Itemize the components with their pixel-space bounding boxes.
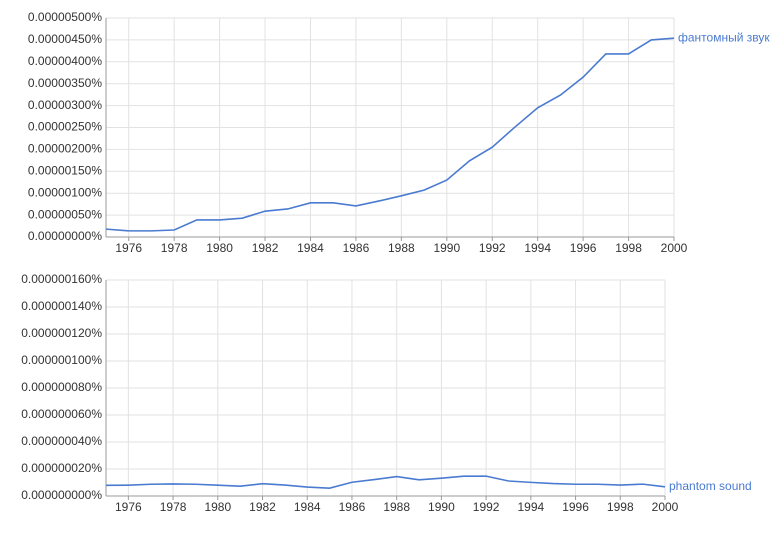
x-tick-label: 1980	[204, 500, 231, 514]
y-tick-label: 0.000000140%	[21, 299, 102, 313]
y-tick-label: 0.00000350%	[28, 76, 102, 90]
x-tick-label: 2000	[661, 241, 688, 255]
y-tick-label: 0.000000080%	[21, 380, 102, 394]
x-tick-label: 1978	[161, 241, 188, 255]
y-tick-label: 0.00000450%	[28, 32, 102, 46]
y-tick-label: 0.00000500%	[28, 10, 102, 24]
x-tick-label: 1984	[294, 500, 321, 514]
x-tick-label: 1994	[524, 241, 551, 255]
x-tick-label: 1992	[479, 241, 506, 255]
y-tick-label: 0.000000060%	[21, 407, 102, 421]
x-tick-label: 1992	[473, 500, 500, 514]
series-line	[105, 475, 666, 489]
x-tick-label: 2000	[652, 500, 679, 514]
y-tick-label: 0.00000200%	[28, 142, 102, 156]
x-tick-label: 1986	[343, 241, 370, 255]
y-tick-label: 0.00000000%	[28, 229, 102, 243]
y-tick-label: 0.000000160%	[21, 272, 102, 286]
x-tick-label: 1984	[297, 241, 324, 255]
x-tick-label: 1986	[339, 500, 366, 514]
y-tick-label: 0.00000300%	[28, 98, 102, 112]
x-tick-label: 1976	[115, 500, 142, 514]
x-tick-label: 1982	[249, 500, 276, 514]
x-tick-label: 1990	[433, 241, 460, 255]
x-tick-label: 1988	[383, 500, 410, 514]
y-tick-label: 0.000000120%	[21, 326, 102, 340]
x-tick-label: 1990	[428, 500, 455, 514]
y-tick-label: 0.00000050%	[28, 207, 102, 221]
x-tick-label: 1998	[615, 241, 642, 255]
y-tick-label: 0.000000040%	[21, 434, 102, 448]
y-tick-label: 0.00000250%	[28, 120, 102, 134]
x-tick-label: 1976	[115, 241, 142, 255]
series-label: phantom sound	[669, 479, 752, 493]
x-tick-label: 1998	[607, 500, 634, 514]
x-tick-label: 1988	[388, 241, 415, 255]
x-tick-label: 1978	[160, 500, 187, 514]
y-tick-label: 0.00000150%	[28, 163, 102, 177]
y-tick-label: 0.00000100%	[28, 185, 102, 199]
y-tick-label: 0.000000020%	[21, 461, 102, 475]
y-tick-label: 0.000000000%	[21, 488, 102, 502]
y-tick-label: 0.000000100%	[21, 353, 102, 367]
x-tick-label: 1982	[252, 241, 279, 255]
y-tick-label: 0.00000400%	[28, 54, 102, 68]
x-tick-label: 1996	[562, 500, 589, 514]
x-tick-label: 1980	[206, 241, 233, 255]
x-tick-label: 1994	[517, 500, 544, 514]
x-tick-label: 1996	[570, 241, 597, 255]
series-line	[105, 37, 675, 232]
series-label: фантомный звук	[678, 30, 770, 44]
